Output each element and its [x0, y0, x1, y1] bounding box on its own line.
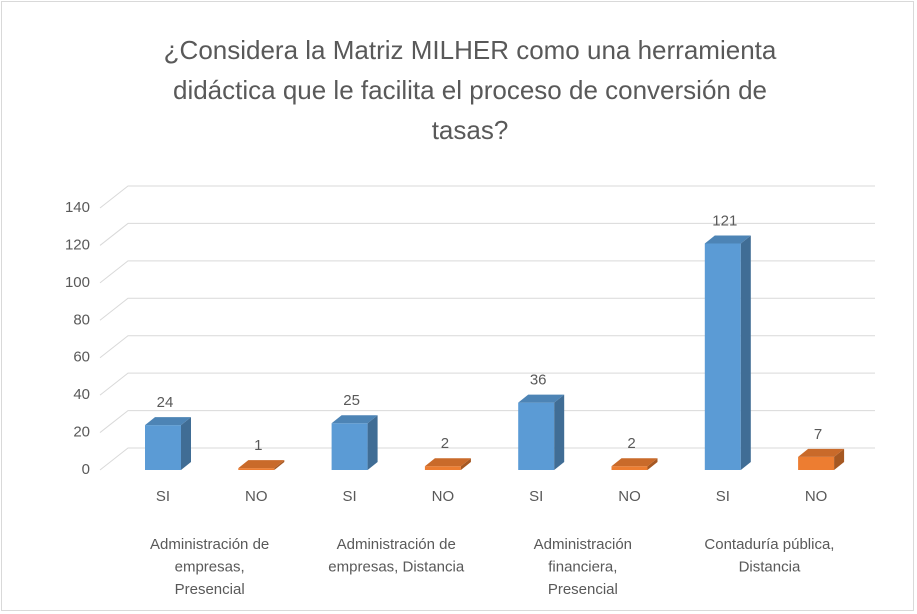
y-tick-label: 20 [73, 424, 90, 441]
bar-face [145, 417, 191, 426]
bar-face [518, 394, 565, 403]
bar-face [460, 458, 471, 470]
bar-face [518, 402, 555, 470]
group-label: Presencial [548, 581, 618, 598]
bar-face [647, 458, 658, 470]
y-tick-label: 80 [73, 311, 90, 328]
group-label: financiera, [548, 558, 617, 575]
grid-line [99, 372, 875, 396]
y-tick-label: 40 [73, 386, 90, 403]
bar [611, 458, 658, 470]
chart-title: didáctica que le facilita el proceso de … [173, 75, 767, 105]
bar-face [181, 417, 191, 470]
group-label: empresas, [175, 558, 245, 575]
value-label: 7 [814, 426, 822, 443]
chart-title: ¿Considera la Matriz MILHER como una her… [164, 35, 777, 65]
bar-face [424, 458, 471, 467]
grid-line [99, 335, 875, 359]
bar-face [611, 458, 658, 467]
bar-face [145, 425, 181, 470]
bar [238, 460, 285, 470]
x-tick-label: SI [716, 488, 730, 505]
grid-line [99, 297, 875, 321]
bar-face [367, 415, 378, 470]
bar [424, 458, 471, 470]
x-tick-label: NO [618, 488, 641, 505]
x-tick-label: SI [343, 488, 357, 505]
y-tick-label: 120 [65, 236, 90, 253]
bar-face [238, 468, 275, 470]
bar-face [238, 460, 285, 469]
x-tick-label: SI [156, 488, 170, 505]
group-label: Distancia [739, 558, 801, 575]
group-label: Administración de [337, 536, 456, 553]
group-label: Administración de [150, 536, 269, 553]
bar-face [274, 460, 285, 470]
bar-face [740, 235, 751, 470]
bar-face [798, 448, 845, 457]
value-label: 2 [627, 435, 635, 452]
bar-face [704, 243, 741, 470]
grid-line [99, 260, 875, 284]
bar-face [834, 448, 845, 470]
bar-face [424, 466, 461, 470]
grid-line [99, 447, 875, 471]
y-tick-label: 0 [82, 461, 90, 478]
value-label: 2 [441, 435, 449, 452]
bar [145, 417, 191, 470]
bar-face [704, 235, 751, 244]
grid-line [99, 410, 875, 433]
chart-title: tasas? [432, 115, 509, 145]
grid-line [99, 185, 875, 209]
bar [331, 415, 378, 470]
bar [704, 235, 751, 470]
group-label: empresas, Distancia [328, 558, 465, 575]
bar-face [554, 394, 565, 470]
bar-face [611, 466, 648, 470]
y-tick-label: 60 [73, 349, 90, 366]
value-label: 1 [254, 437, 262, 454]
grid-line [99, 222, 875, 246]
y-tick-label: 100 [65, 274, 90, 291]
x-tick-label: NO [245, 488, 268, 505]
x-tick-label: SI [529, 488, 543, 505]
bar-face [798, 456, 835, 470]
value-label: 25 [343, 392, 360, 409]
bar-face [331, 423, 368, 470]
value-label: 24 [157, 394, 174, 411]
bar [518, 394, 565, 470]
bar [798, 448, 845, 470]
x-tick-label: NO [805, 488, 828, 505]
y-tick-label: 140 [65, 199, 90, 216]
value-label: 36 [530, 372, 547, 389]
value-label: 121 [712, 213, 737, 230]
x-tick-label: NO [432, 488, 455, 505]
group-label: Administración [534, 536, 632, 553]
group-label: Presencial [175, 581, 245, 598]
group-label: Contaduría pública, [704, 536, 834, 553]
bar-face [331, 415, 378, 424]
